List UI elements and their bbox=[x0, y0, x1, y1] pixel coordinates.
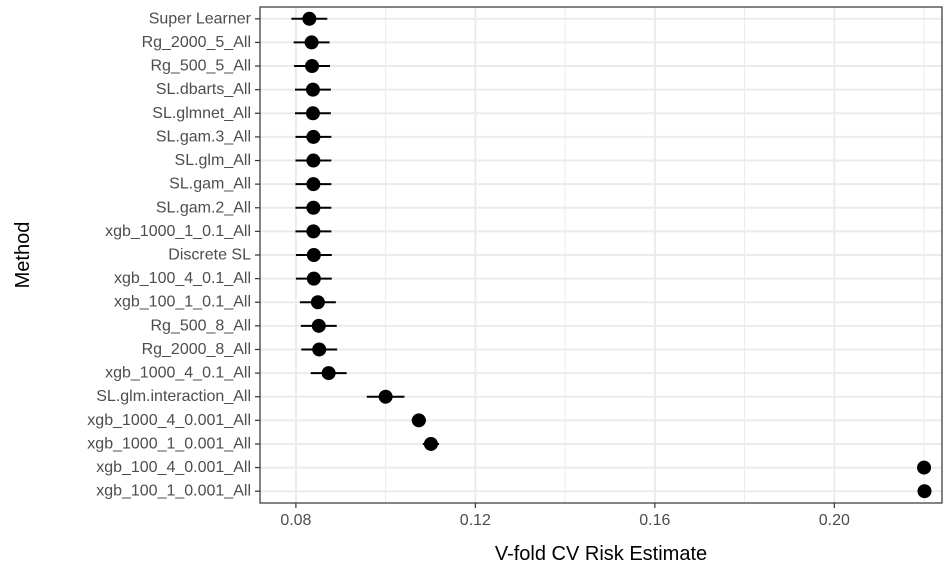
y-tick-label: SL.glmnet_All bbox=[152, 105, 251, 122]
y-tick-label: xgb_100_1_0.001_All bbox=[96, 483, 251, 500]
y-tick-label: SL.glm_All bbox=[175, 152, 251, 169]
data-point bbox=[306, 129, 321, 144]
data-point bbox=[917, 460, 932, 475]
y-tick-label: SL.gam.3_All bbox=[156, 128, 251, 145]
y-tick-label: xgb_100_4_0.001_All bbox=[96, 459, 251, 476]
x-tick-label: 0.12 bbox=[460, 512, 491, 529]
plot-panel bbox=[259, 6, 943, 504]
y-tick-label: Super Learner bbox=[149, 10, 252, 27]
y-tick-label: Rg_2000_5_All bbox=[142, 34, 251, 51]
x-tick-label: 0.08 bbox=[280, 512, 311, 529]
data-point bbox=[311, 318, 326, 333]
data-point bbox=[306, 224, 321, 239]
data-point bbox=[306, 200, 321, 215]
data-point bbox=[305, 106, 320, 121]
data-point bbox=[305, 59, 320, 74]
y-tick-label: SL.gam.2_All bbox=[156, 199, 251, 216]
y-axis-title: Method bbox=[12, 222, 34, 289]
x-tick-label: 0.20 bbox=[819, 512, 850, 529]
data-points bbox=[302, 11, 932, 499]
data-point bbox=[306, 248, 321, 262]
data-point bbox=[304, 35, 319, 50]
y-tick-label: SL.gam_All bbox=[169, 176, 251, 193]
data-point bbox=[321, 366, 336, 381]
y-tick-label: xgb_1000_4_0.001_All bbox=[87, 412, 251, 429]
y-tick-label: Rg_500_8_All bbox=[150, 317, 251, 334]
y-tick-label: xgb_100_4_0.1_All bbox=[114, 270, 251, 287]
y-tick-label: xgb_100_1_0.1_All bbox=[114, 294, 251, 311]
data-point bbox=[378, 389, 393, 404]
y-tick-label: xgb_1000_1_0.1_All bbox=[105, 223, 251, 240]
x-axis: 0.08 0.12 0.16 0.20 bbox=[280, 503, 850, 529]
x-axis-title: V-fold CV Risk Estimate bbox=[495, 543, 707, 565]
data-point bbox=[917, 484, 932, 499]
major-gridlines-y bbox=[260, 17, 942, 493]
data-point bbox=[306, 271, 321, 286]
y-tick-label: Rg_500_5_All bbox=[150, 58, 251, 75]
y-tick-label: SL.glm.interaction_All bbox=[96, 388, 251, 405]
y-tick-label: Discrete SL bbox=[168, 247, 251, 264]
y-tick-label: xgb_1000_1_0.001_All bbox=[87, 435, 251, 452]
data-point bbox=[310, 295, 325, 310]
x-tick-label: 0.16 bbox=[639, 512, 670, 529]
data-point bbox=[312, 342, 327, 357]
data-point bbox=[306, 177, 321, 192]
y-tick-label: xgb_1000_4_0.1_All bbox=[105, 365, 251, 382]
y-tick-label: Rg_2000_8_All bbox=[142, 341, 251, 358]
data-point bbox=[302, 11, 317, 26]
y-tick-label: SL.dbarts_All bbox=[156, 81, 251, 98]
data-point bbox=[411, 413, 426, 428]
data-point bbox=[306, 153, 321, 168]
y-axis: Super Learner Rg_2000_5_All Rg_500_5_All SL… bbox=[87, 10, 260, 500]
data-point bbox=[423, 436, 438, 451]
data-point bbox=[305, 82, 320, 97]
